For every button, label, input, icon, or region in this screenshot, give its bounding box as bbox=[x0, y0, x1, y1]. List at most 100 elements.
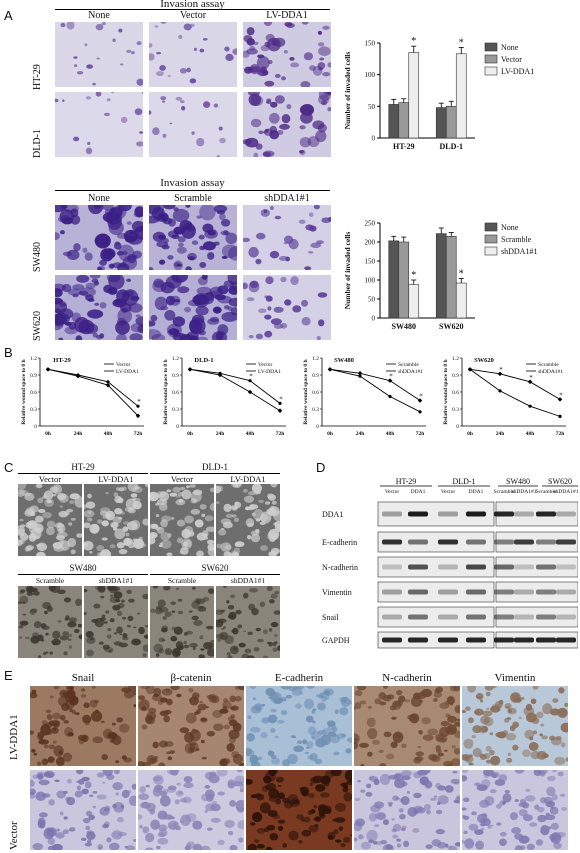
cell-blob bbox=[211, 801, 218, 805]
cell-blob bbox=[255, 627, 262, 632]
cell-blob bbox=[228, 297, 237, 307]
cell-blob bbox=[135, 316, 143, 326]
cell-blob bbox=[268, 599, 275, 604]
cell-blob bbox=[209, 487, 214, 493]
lane-label: Scramble bbox=[536, 489, 557, 495]
cell-blob bbox=[177, 610, 184, 615]
cell-blob bbox=[102, 248, 116, 259]
cell-blob bbox=[32, 632, 40, 638]
cell-blob bbox=[242, 488, 248, 493]
cell-blob bbox=[133, 497, 141, 503]
cell-blob bbox=[30, 779, 35, 788]
cell-blob bbox=[111, 586, 121, 592]
cell-blob bbox=[116, 232, 128, 239]
cell-blob bbox=[102, 644, 110, 650]
cell-blob bbox=[54, 779, 60, 782]
protein-label: DDA1 bbox=[322, 510, 343, 519]
cell-blob bbox=[366, 727, 378, 740]
bar bbox=[408, 284, 420, 319]
cell-blob bbox=[208, 588, 214, 594]
cell-blob bbox=[370, 804, 381, 813]
cell-blob bbox=[30, 635, 40, 644]
lane-label: Vector bbox=[385, 489, 400, 495]
cell-blob bbox=[45, 709, 52, 714]
cell-blob bbox=[228, 246, 237, 261]
cell-blob bbox=[68, 827, 76, 832]
cell-blob bbox=[217, 485, 224, 492]
cell-blob bbox=[170, 601, 177, 605]
cell-blob bbox=[94, 233, 111, 249]
cell-blob bbox=[99, 259, 107, 266]
wound-image-top-2 bbox=[150, 484, 214, 556]
cell-blob bbox=[161, 639, 166, 642]
cell-blob bbox=[248, 246, 259, 258]
cell-blob bbox=[324, 695, 330, 700]
cell-blob bbox=[158, 740, 168, 748]
cell-blob bbox=[382, 843, 394, 850]
cell-blob bbox=[123, 690, 135, 699]
cell-blob bbox=[91, 710, 103, 722]
cell-blob bbox=[136, 78, 143, 86]
cell-blob bbox=[354, 690, 363, 697]
y-tick-label: 1.2 bbox=[452, 356, 459, 362]
cell-blob bbox=[287, 753, 298, 765]
cell-blob bbox=[192, 820, 203, 830]
cell-blob bbox=[37, 497, 44, 504]
cell-blob bbox=[354, 797, 361, 802]
blot-band bbox=[536, 564, 556, 570]
cell-blob bbox=[149, 110, 152, 115]
cell-blob bbox=[473, 782, 481, 787]
cell-blob bbox=[266, 641, 271, 644]
cell-blob bbox=[286, 22, 295, 28]
cell-blob bbox=[274, 633, 278, 638]
cell-blob bbox=[30, 608, 38, 613]
cell-blob bbox=[283, 50, 288, 54]
cell-blob bbox=[115, 598, 121, 603]
cell-blob bbox=[82, 247, 88, 253]
cell-blob bbox=[207, 543, 214, 552]
cell-blob bbox=[342, 785, 349, 789]
cell-blob bbox=[229, 695, 237, 703]
cell-blob bbox=[281, 697, 287, 702]
cell-blob bbox=[103, 112, 111, 117]
cell-blob bbox=[317, 30, 322, 35]
cell-blob bbox=[114, 507, 123, 515]
cell-blob bbox=[217, 791, 225, 796]
cell-blob bbox=[277, 825, 284, 831]
blot-band bbox=[494, 589, 514, 595]
cell-blob bbox=[228, 611, 237, 620]
cell-blob bbox=[318, 807, 322, 811]
cell-blob bbox=[128, 598, 135, 603]
cell-blob bbox=[256, 844, 265, 849]
cell-blob bbox=[301, 829, 312, 837]
cell-blob bbox=[450, 778, 460, 784]
cell-blob bbox=[68, 645, 73, 649]
cell-blob bbox=[205, 803, 215, 812]
cell-blob bbox=[138, 536, 143, 541]
cell-blob bbox=[228, 285, 237, 295]
cell-blob bbox=[483, 772, 491, 778]
cell-blob bbox=[27, 587, 34, 591]
cell-blob bbox=[55, 98, 59, 103]
y-tick-label: 150 bbox=[365, 40, 376, 48]
cell-blob bbox=[76, 770, 84, 775]
cell-blob bbox=[112, 782, 124, 791]
cell-blob bbox=[504, 789, 510, 794]
cell-blob bbox=[512, 721, 520, 728]
cell-blob bbox=[436, 841, 447, 849]
cell-blob bbox=[221, 244, 237, 259]
cell-blob bbox=[186, 331, 199, 340]
cell-blob bbox=[126, 221, 132, 225]
cell-blob bbox=[189, 642, 198, 648]
cell-blob bbox=[127, 615, 134, 622]
cell-blob bbox=[52, 484, 63, 495]
cell-blob bbox=[392, 795, 399, 801]
cell-blob bbox=[81, 788, 89, 795]
cell-blob bbox=[269, 250, 280, 259]
cell-blob bbox=[122, 250, 128, 256]
cell-blob bbox=[484, 795, 495, 806]
cell-blob bbox=[166, 552, 173, 556]
cell-blob bbox=[247, 843, 257, 850]
cell-blob bbox=[30, 788, 37, 796]
blot-band bbox=[536, 511, 556, 517]
